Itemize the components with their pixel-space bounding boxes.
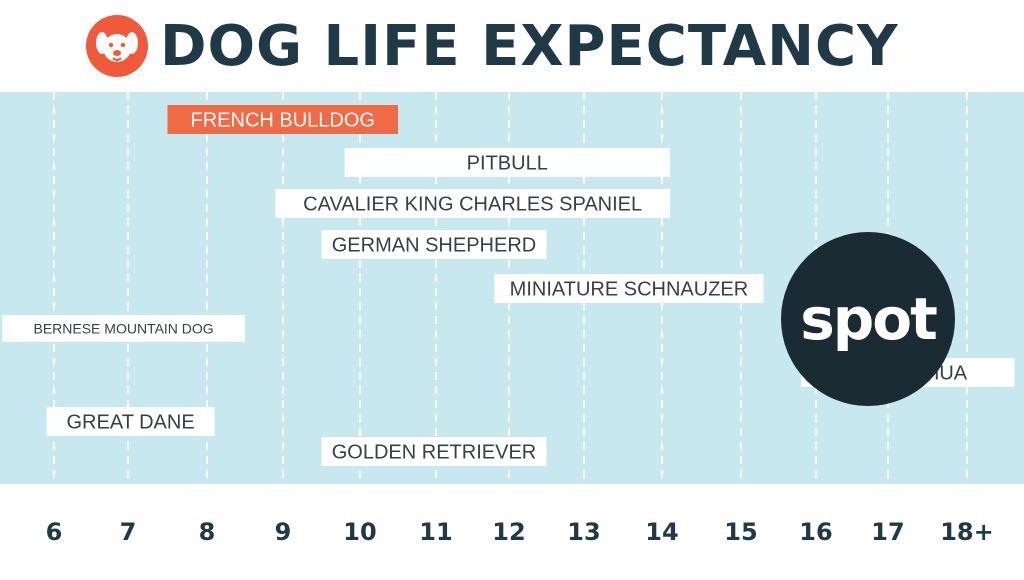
spot-logo-text: spot (800, 285, 938, 353)
range-bar: GOLDEN RETRIEVER (321, 437, 547, 466)
range-bar-rect (46, 407, 215, 436)
range-bar-rect (321, 230, 547, 259)
dog-face-icon (86, 15, 148, 77)
range-bar-rect (344, 148, 670, 177)
range-bar-rect (321, 437, 547, 466)
x-tick-label: 11 (419, 518, 452, 546)
x-tick-label: 10 (343, 518, 376, 546)
range-bar-rect (2, 315, 246, 342)
x-tick-label: 7 (120, 518, 137, 546)
x-axis: 6 7 8 9 10 11 12 13 14 15 16 17 18+ (46, 518, 994, 546)
spot-logo: spot (781, 232, 955, 406)
range-bar-label: PITBULL (467, 153, 548, 175)
plot-area: FRENCH BULLDOG PITBULL CAVALIER KING CHARL… (0, 92, 1024, 484)
range-bar: GERMAN SHEPHERD (321, 230, 547, 259)
range-bar-label: GOLDEN RETRIEVER (332, 442, 536, 464)
x-tick-label: 18+ (940, 518, 994, 546)
x-tick-label: 13 (567, 518, 600, 546)
chart: FRENCH BULLDOG PITBULL CAVALIER KING CHARL… (2, 92, 1015, 484)
range-bar-label: GREAT DANE (67, 412, 195, 434)
range-bar: MINIATURE SCHNAUZER (494, 274, 764, 303)
x-tick-label: 6 (46, 518, 63, 546)
range-bar: PITBULL (344, 148, 670, 177)
x-tick-label: 14 (645, 518, 678, 546)
range-bar: GREAT DANE (46, 407, 215, 436)
x-tick-label: 16 (799, 518, 832, 546)
range-bar-label: GERMAN SHEPHERD (332, 235, 536, 257)
x-tick-label: 12 (492, 518, 525, 546)
range-bar-rect (167, 105, 398, 134)
range-bar: FRENCH BULLDOG (167, 105, 398, 134)
range-bar-label: BERNESE MOUNTAIN DOG (33, 321, 213, 337)
chart-header: DOG LIFE EXPECTANCY (0, 0, 1024, 92)
range-bar-rect (275, 189, 670, 218)
x-tick-label: 8 (199, 518, 216, 546)
range-bar-label: CAVALIER KING CHARLES SPANIEL (303, 194, 642, 216)
range-bar-label: MINIATURE SCHNAUZER (510, 279, 749, 301)
x-axis-area: 6 7 8 9 10 11 12 13 14 15 16 17 18+ (0, 484, 1024, 576)
range-bar-label: FRENCH BULLDOG (191, 110, 375, 132)
range-bar: BERNESE MOUNTAIN DOG (2, 315, 246, 342)
chart-title: DOG LIFE EXPECTANCY (160, 14, 899, 79)
x-tick-label: 9 (275, 518, 292, 546)
range-bar: CAVALIER KING CHARLES SPANIEL (275, 189, 670, 218)
x-tick-label: 17 (871, 518, 904, 546)
range-bar-rect (494, 274, 764, 303)
x-tick-label: 15 (724, 518, 757, 546)
